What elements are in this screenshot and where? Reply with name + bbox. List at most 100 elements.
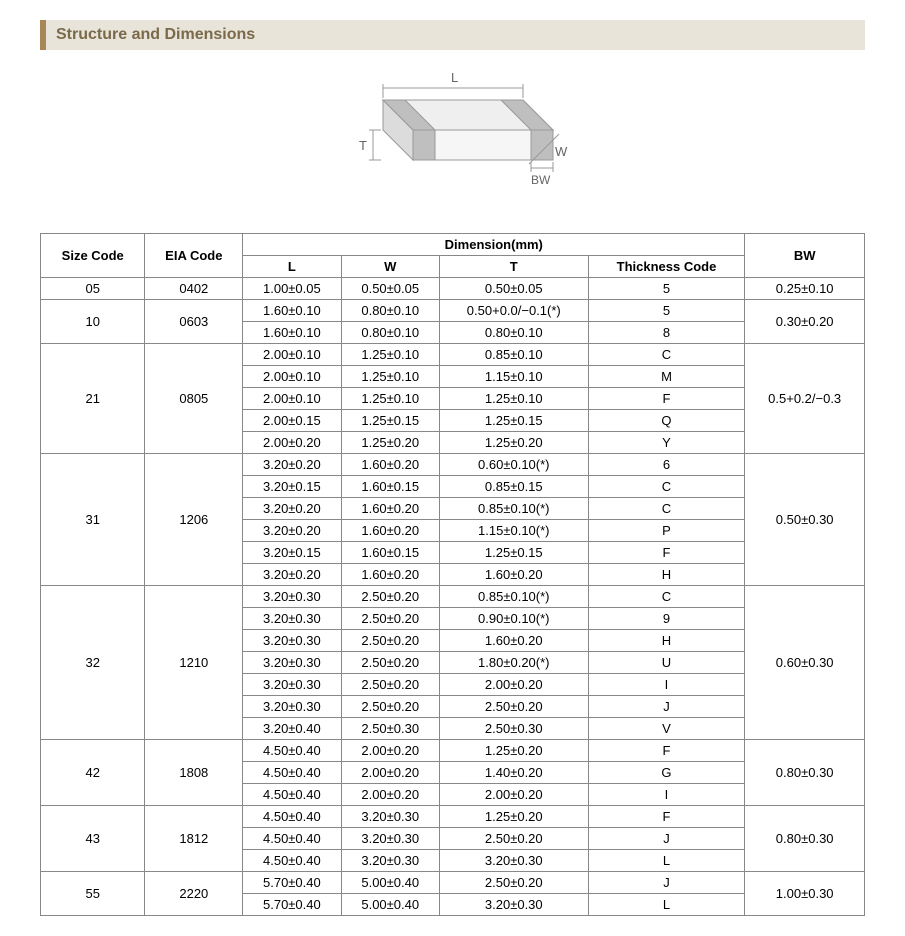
cell-size-code: 55	[41, 872, 145, 916]
th-thickness-code: Thickness Code	[588, 256, 745, 278]
cell-eia-code: 0402	[145, 278, 243, 300]
cell-T: 2.50±0.30	[439, 718, 588, 740]
cell-T: 1.15±0.10(*)	[439, 520, 588, 542]
cell-L: 4.50±0.40	[243, 784, 341, 806]
cell-T: 3.20±0.30	[439, 850, 588, 872]
cell-T: 1.25±0.10	[439, 388, 588, 410]
cell-bw: 0.25±0.10	[745, 278, 865, 300]
cell-W: 2.00±0.20	[341, 740, 439, 762]
cell-L: 5.70±0.40	[243, 872, 341, 894]
cell-W: 1.60±0.15	[341, 476, 439, 498]
cell-tc: L	[588, 850, 745, 872]
cell-tc: P	[588, 520, 745, 542]
cell-bw: 0.30±0.20	[745, 300, 865, 344]
cell-L: 3.20±0.30	[243, 586, 341, 608]
cell-tc: F	[588, 740, 745, 762]
table-row: 3112063.20±0.201.60±0.200.60±0.10(*)60.5…	[41, 454, 865, 476]
cell-L: 2.00±0.10	[243, 366, 341, 388]
cell-L: 2.00±0.15	[243, 410, 341, 432]
cell-eia-code: 1210	[145, 586, 243, 740]
cell-T: 1.25±0.15	[439, 542, 588, 564]
cell-T: 0.60±0.10(*)	[439, 454, 588, 476]
cell-W: 2.50±0.20	[341, 652, 439, 674]
cell-tc: G	[588, 762, 745, 784]
cell-tc: H	[588, 630, 745, 652]
cell-W: 1.60±0.20	[341, 498, 439, 520]
cell-tc: U	[588, 652, 745, 674]
cell-T: 1.25±0.20	[439, 432, 588, 454]
cell-size-code: 42	[41, 740, 145, 806]
cell-tc: Y	[588, 432, 745, 454]
cell-W: 2.50±0.20	[341, 630, 439, 652]
cell-W: 3.20±0.30	[341, 828, 439, 850]
cell-T: 0.80±0.10	[439, 322, 588, 344]
cell-T: 0.85±0.15	[439, 476, 588, 498]
cell-W: 1.60±0.15	[341, 542, 439, 564]
cell-eia-code: 1808	[145, 740, 243, 806]
cell-T: 1.60±0.20	[439, 630, 588, 652]
cell-W: 1.25±0.10	[341, 344, 439, 366]
cell-tc: I	[588, 784, 745, 806]
th-L: L	[243, 256, 341, 278]
cell-T: 2.00±0.20	[439, 784, 588, 806]
cell-W: 5.00±0.40	[341, 872, 439, 894]
diagram-label-W: W	[555, 144, 568, 159]
cell-W: 0.80±0.10	[341, 322, 439, 344]
cell-W: 2.00±0.20	[341, 762, 439, 784]
cell-tc: J	[588, 828, 745, 850]
cell-L: 3.20±0.30	[243, 696, 341, 718]
cell-T: 0.85±0.10	[439, 344, 588, 366]
section-title: Structure and Dimensions	[40, 20, 865, 50]
cell-W: 3.20±0.30	[341, 850, 439, 872]
cell-tc: 5	[588, 300, 745, 322]
cell-bw: 0.80±0.30	[745, 740, 865, 806]
cell-L: 4.50±0.40	[243, 740, 341, 762]
cell-W: 2.50±0.20	[341, 674, 439, 696]
table-row: 4318124.50±0.403.20±0.301.25±0.20F0.80±0…	[41, 806, 865, 828]
cell-W: 1.25±0.10	[341, 366, 439, 388]
cell-L: 4.50±0.40	[243, 828, 341, 850]
cell-tc: V	[588, 718, 745, 740]
cell-L: 2.00±0.10	[243, 344, 341, 366]
cell-W: 2.50±0.30	[341, 718, 439, 740]
cell-W: 2.50±0.20	[341, 586, 439, 608]
cell-tc: F	[588, 542, 745, 564]
cell-tc: C	[588, 498, 745, 520]
cell-tc: Q	[588, 410, 745, 432]
cell-T: 1.40±0.20	[439, 762, 588, 784]
cell-L: 1.00±0.05	[243, 278, 341, 300]
component-diagram: L W T BW	[40, 60, 865, 215]
table-row: 2108052.00±0.101.25±0.100.85±0.10C0.5+0.…	[41, 344, 865, 366]
cell-tc: C	[588, 586, 745, 608]
cell-eia-code: 2220	[145, 872, 243, 916]
cell-tc: I	[588, 674, 745, 696]
cell-T: 1.60±0.20	[439, 564, 588, 586]
cell-size-code: 21	[41, 344, 145, 454]
cell-T: 1.25±0.20	[439, 740, 588, 762]
cell-L: 1.60±0.10	[243, 300, 341, 322]
cell-size-code: 31	[41, 454, 145, 586]
cell-tc: J	[588, 872, 745, 894]
table-row: 5522205.70±0.405.00±0.402.50±0.20J1.00±0…	[41, 872, 865, 894]
cell-W: 2.00±0.20	[341, 784, 439, 806]
th-dimension: Dimension(mm)	[243, 234, 745, 256]
cell-T: 2.00±0.20	[439, 674, 588, 696]
cell-size-code: 32	[41, 586, 145, 740]
cell-L: 4.50±0.40	[243, 762, 341, 784]
dimensions-table: Size Code EIA Code Dimension(mm) BW L W …	[40, 233, 865, 916]
cell-L: 3.20±0.20	[243, 564, 341, 586]
cell-W: 1.25±0.20	[341, 432, 439, 454]
cell-L: 3.20±0.15	[243, 542, 341, 564]
cell-eia-code: 0805	[145, 344, 243, 454]
cell-tc: 8	[588, 322, 745, 344]
cell-W: 1.25±0.10	[341, 388, 439, 410]
table-row: 0504021.00±0.050.50±0.050.50±0.0550.25±0…	[41, 278, 865, 300]
cell-L: 3.20±0.30	[243, 674, 341, 696]
cell-T: 2.50±0.20	[439, 696, 588, 718]
cell-W: 1.60±0.20	[341, 520, 439, 542]
cell-W: 2.50±0.20	[341, 696, 439, 718]
cell-T: 2.50±0.20	[439, 872, 588, 894]
cell-W: 3.20±0.30	[341, 806, 439, 828]
cell-tc: 5	[588, 278, 745, 300]
cell-bw: 1.00±0.30	[745, 872, 865, 916]
